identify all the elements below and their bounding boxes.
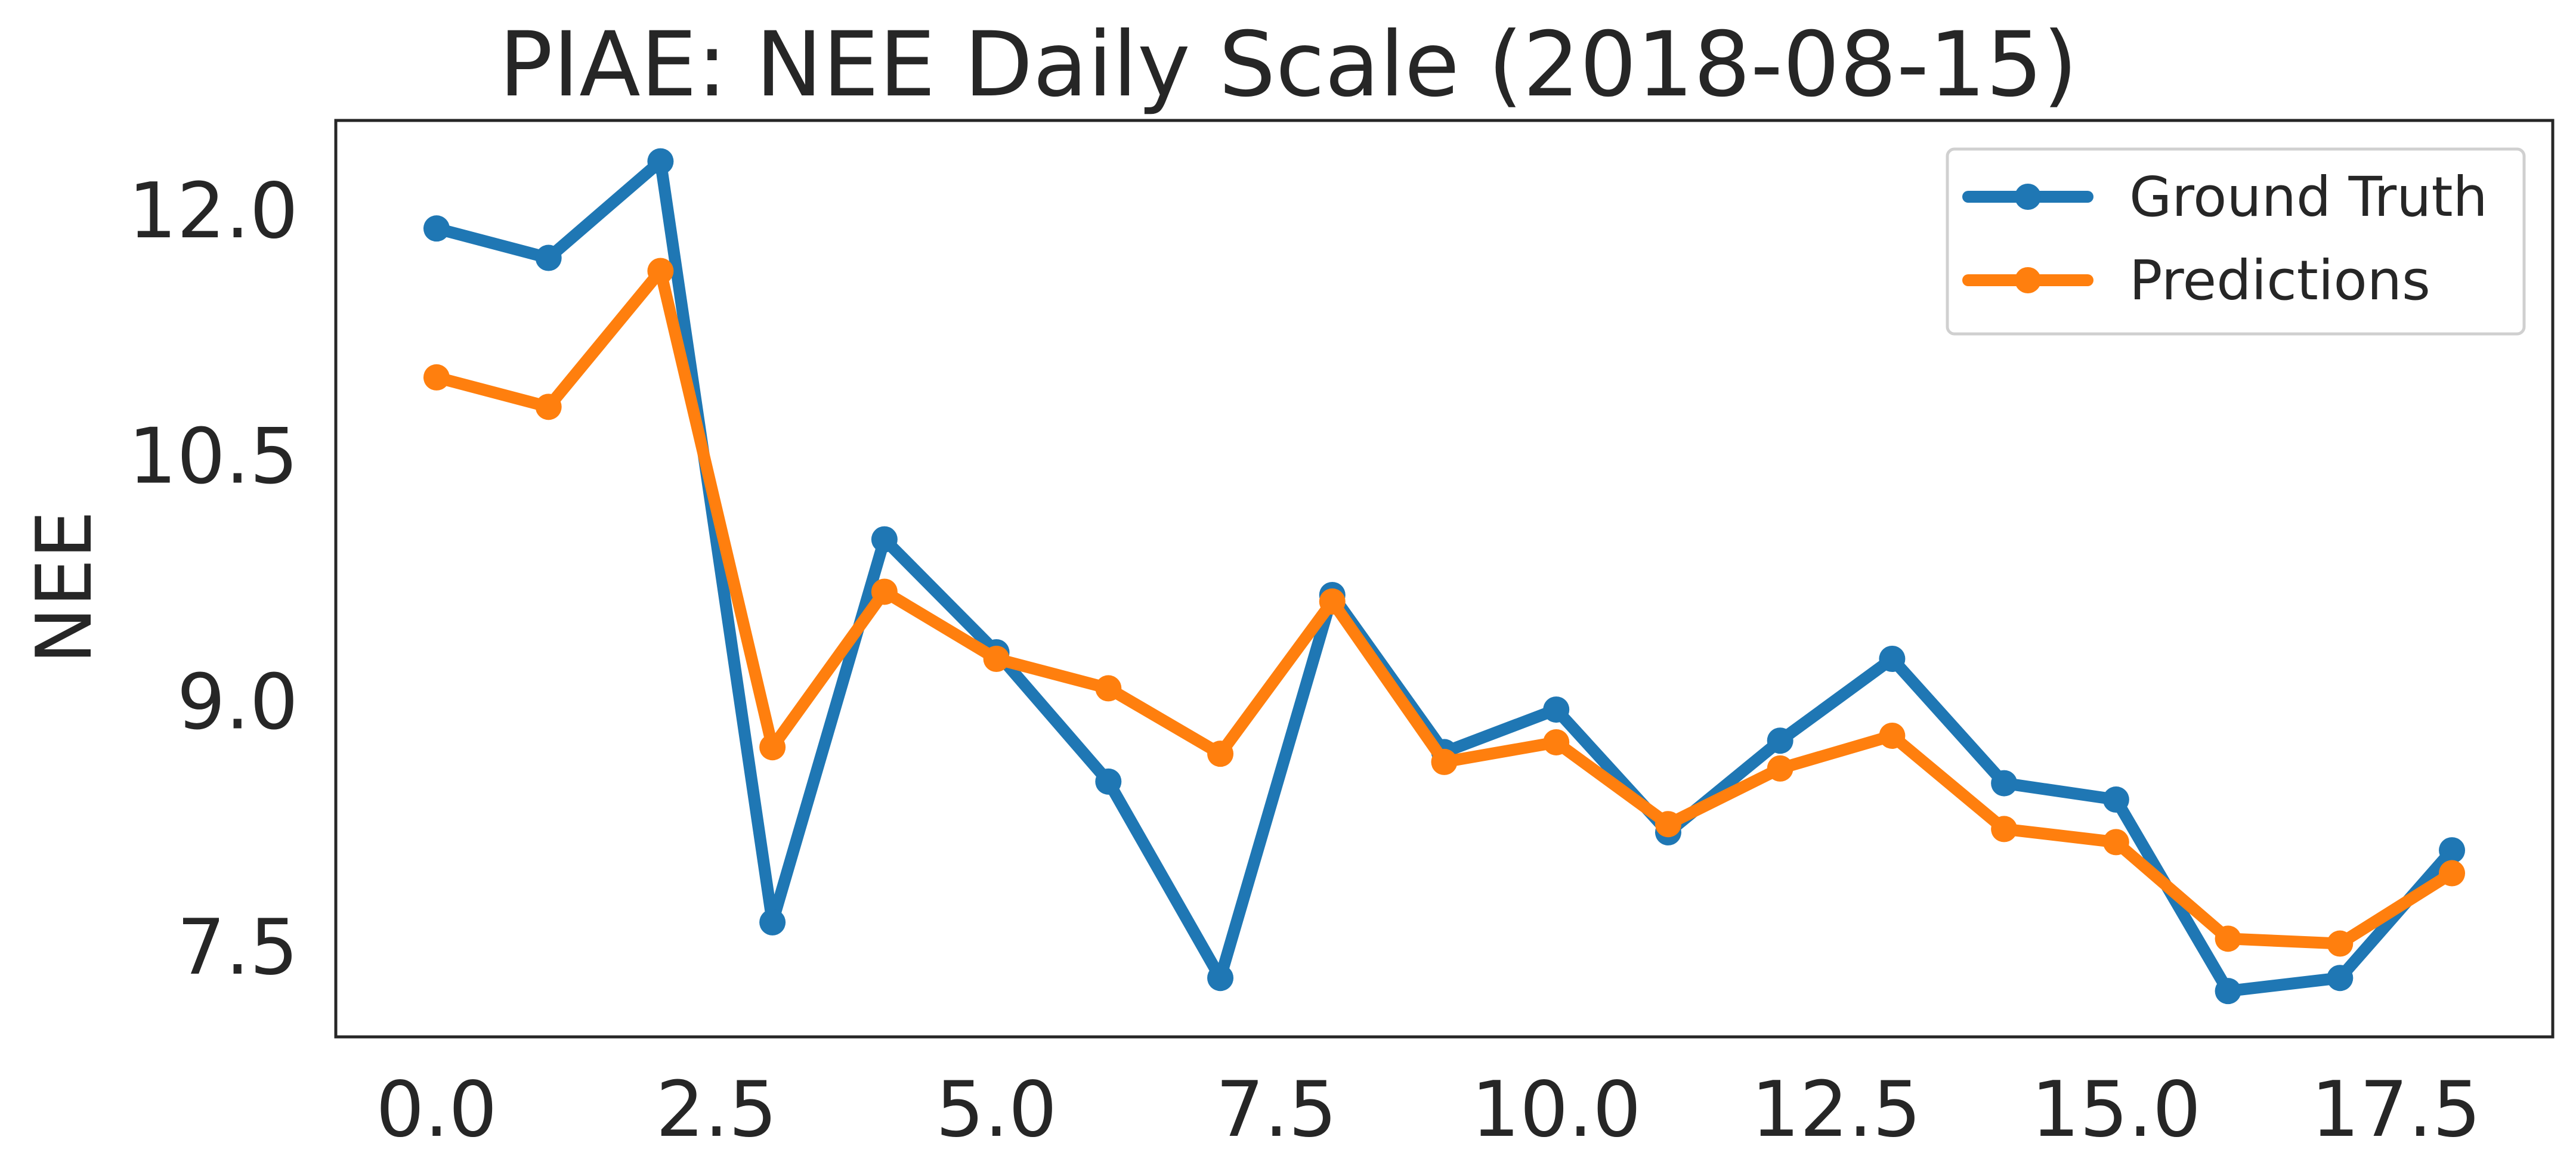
legend-marker: [2015, 267, 2041, 293]
x-tick-label: 7.5: [1216, 1065, 1337, 1154]
data-point-predictions: [1655, 811, 1681, 838]
data-point-predictions: [759, 734, 786, 761]
x-tick-label: 2.5: [655, 1065, 777, 1154]
legend-item-predictions: Predictions: [1962, 249, 2430, 312]
data-point-ground-truth: [535, 244, 562, 271]
data-point-predictions: [2102, 829, 2129, 856]
data-point-predictions: [535, 394, 562, 420]
chart-title: PIAE: NEE Daily Scale (2018-08-15): [499, 13, 2078, 117]
data-point-predictions: [871, 578, 898, 605]
data-point-predictions: [1431, 748, 1458, 775]
y-tick-label: 10.5: [128, 413, 298, 501]
x-tick-label: 12.5: [1751, 1065, 1921, 1154]
legend-label: Predictions: [2129, 249, 2430, 312]
series-layer: [423, 148, 2466, 1005]
series-line-predictions: [430, 265, 2459, 950]
data-point-ground-truth: [647, 148, 674, 175]
data-point-predictions: [2327, 930, 2354, 957]
data-point-predictions: [983, 645, 1010, 672]
data-point-predictions: [2215, 925, 2241, 952]
legend: Ground Truth Predictions: [1946, 147, 2526, 336]
legend-label: Ground Truth: [2129, 165, 2488, 229]
data-point-ground-truth: [1991, 770, 2018, 797]
data-point-ground-truth: [1543, 696, 1570, 723]
x-tick-label: 10.0: [1471, 1065, 1641, 1154]
x-axis-ticks: 0.0 2.5 5.0 7.5 10.0 12.5 15.0 17.5: [376, 1065, 2481, 1154]
series-predictions: [423, 258, 2466, 957]
data-point-ground-truth: [2327, 965, 2354, 992]
data-point-predictions: [1991, 816, 2018, 842]
data-point-predictions: [1207, 741, 1234, 767]
data-point-predictions: [1319, 588, 1346, 615]
x-tick-label: 17.5: [2311, 1065, 2481, 1154]
data-point-ground-truth: [423, 215, 450, 242]
x-tick-label: 5.0: [936, 1065, 1057, 1154]
y-tick-label: 12.0: [128, 167, 298, 256]
data-point-predictions: [1095, 675, 1122, 702]
data-point-ground-truth: [871, 526, 898, 553]
y-tick-label: 7.5: [177, 903, 298, 992]
data-point-predictions: [1767, 755, 1793, 782]
legend-item-ground-truth: Ground Truth: [1962, 165, 2488, 229]
data-point-predictions: [1543, 729, 1570, 755]
data-point-ground-truth: [1207, 965, 1234, 992]
data-point-ground-truth: [2102, 786, 2129, 813]
plot-area-frame: [334, 119, 2555, 1039]
data-point-predictions: [1879, 722, 1906, 749]
data-point-ground-truth: [2439, 837, 2466, 864]
data-point-ground-truth: [1767, 727, 1793, 754]
data-point-ground-truth: [759, 909, 786, 936]
data-point-ground-truth: [2215, 978, 2241, 1005]
x-tick-label: 0.0: [376, 1065, 497, 1154]
y-tick-label: 9.0: [177, 658, 298, 746]
data-point-ground-truth: [1879, 645, 1906, 672]
x-tick-label: 15.0: [2031, 1065, 2201, 1154]
data-point-predictions: [423, 364, 450, 391]
y-axis-ticks: 7.5 9.0 10.5 12.0: [128, 167, 298, 992]
y-axis-label: NEE: [20, 510, 109, 664]
data-point-predictions: [2439, 860, 2466, 887]
data-point-ground-truth: [1095, 768, 1122, 795]
legend-marker: [2015, 184, 2041, 210]
data-point-predictions: [647, 258, 674, 284]
